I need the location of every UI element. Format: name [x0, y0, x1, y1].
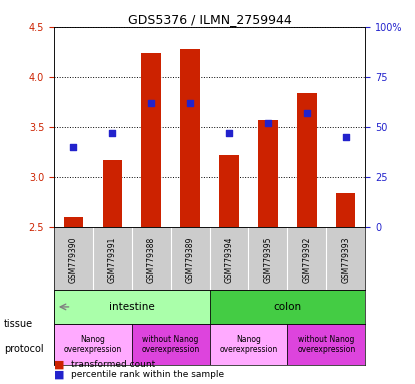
Bar	[219, 155, 239, 227]
Bar	[103, 160, 122, 227]
Text: colon: colon	[273, 302, 301, 312]
Point	[148, 100, 154, 106]
Text: ■: ■	[54, 369, 64, 379]
Text: GSM779391: GSM779391	[108, 237, 117, 283]
FancyBboxPatch shape	[132, 324, 210, 365]
Text: without Nanog
overexpression: without Nanog overexpression	[297, 335, 355, 354]
Bar	[258, 120, 278, 227]
Bar	[297, 93, 317, 227]
Point	[303, 110, 310, 116]
FancyBboxPatch shape	[287, 324, 365, 365]
Text: Nanog
overexpression: Nanog overexpression	[220, 335, 278, 354]
Point	[109, 130, 116, 136]
Text: protocol: protocol	[4, 344, 44, 354]
Text: GSM779388: GSM779388	[147, 237, 156, 283]
FancyBboxPatch shape	[210, 290, 365, 324]
Point	[265, 120, 271, 126]
Text: GSM779389: GSM779389	[186, 237, 195, 283]
Bar	[336, 193, 356, 227]
Text: GSM779390: GSM779390	[69, 237, 78, 283]
Text: without Nanog
overexpression: without Nanog overexpression	[142, 335, 200, 354]
Point	[342, 134, 349, 140]
Bar	[142, 53, 161, 227]
Point	[226, 130, 232, 136]
Bar	[63, 217, 83, 227]
Text: GSM779394: GSM779394	[225, 237, 234, 283]
Bar	[181, 49, 200, 227]
FancyBboxPatch shape	[210, 324, 287, 365]
Text: Nanog
overexpression: Nanog overexpression	[64, 335, 122, 354]
Text: GSM779392: GSM779392	[303, 237, 311, 283]
Title: GDS5376 / ILMN_2759944: GDS5376 / ILMN_2759944	[128, 13, 291, 26]
FancyBboxPatch shape	[54, 324, 132, 365]
Text: transformed count: transformed count	[71, 360, 155, 369]
Text: GSM779395: GSM779395	[264, 237, 272, 283]
Text: tissue: tissue	[4, 319, 33, 329]
Text: intestine: intestine	[109, 302, 155, 312]
Point	[187, 100, 193, 106]
Text: percentile rank within the sample: percentile rank within the sample	[71, 370, 224, 379]
Point	[70, 144, 77, 150]
Text: ■: ■	[54, 360, 64, 370]
Text: GSM779393: GSM779393	[341, 237, 350, 283]
FancyBboxPatch shape	[54, 290, 210, 324]
